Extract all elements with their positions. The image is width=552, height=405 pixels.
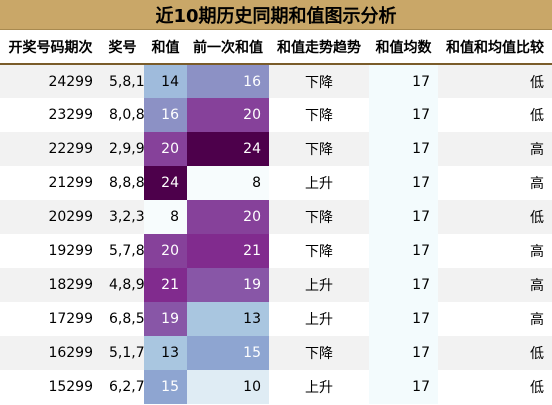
cell-compare: 低 xyxy=(438,370,552,404)
table-row: 15299 6,2,7 15 10 上升 17 低 xyxy=(0,370,552,404)
cell-nums: 4,8,9 xyxy=(101,268,145,302)
cell-nums: 5,8,1 xyxy=(101,64,145,98)
cell-avg: 17 xyxy=(369,370,438,404)
table-row: 23299 8,0,8 16 20 下降 17 低 xyxy=(0,98,552,132)
cell-prev-sum: 8 xyxy=(187,166,269,200)
cell-compare: 低 xyxy=(438,200,552,234)
cell-period: 19299 xyxy=(0,234,101,268)
cell-compare: 低 xyxy=(438,336,552,370)
cell-nums: 6,8,5 xyxy=(101,302,145,336)
cell-sum: 19 xyxy=(144,302,187,336)
cell-nums: 8,0,8 xyxy=(101,98,145,132)
cell-avg: 17 xyxy=(369,268,438,302)
header-trend: 和值走势趋势 xyxy=(269,30,369,65)
cell-nums: 3,2,3 xyxy=(101,200,145,234)
cell-sum: 21 xyxy=(144,268,187,302)
cell-compare: 高 xyxy=(438,234,552,268)
cell-sum: 15 xyxy=(144,370,187,404)
cell-trend: 上升 xyxy=(269,370,369,404)
cell-trend: 下降 xyxy=(269,336,369,370)
cell-prev-sum: 24 xyxy=(187,132,269,166)
cell-sum: 20 xyxy=(144,234,187,268)
cell-sum: 8 xyxy=(144,200,187,234)
table-row: 18299 4,8,9 21 19 上升 17 高 xyxy=(0,268,552,302)
header-sum: 和值 xyxy=(144,30,187,65)
cell-avg: 17 xyxy=(369,166,438,200)
cell-avg: 17 xyxy=(369,132,438,166)
cell-prev-sum: 20 xyxy=(187,98,269,132)
header-compare: 和值和均值比较 xyxy=(438,30,552,65)
cell-trend: 上升 xyxy=(269,166,369,200)
cell-nums: 5,1,7 xyxy=(101,336,145,370)
cell-sum: 20 xyxy=(144,132,187,166)
cell-trend: 下降 xyxy=(269,200,369,234)
cell-nums: 8,8,8 xyxy=(101,166,145,200)
cell-period: 24299 xyxy=(0,64,101,98)
table-row: 22299 2,9,9 20 24 下降 17 高 xyxy=(0,132,552,166)
cell-avg: 17 xyxy=(369,302,438,336)
header-prev-sum: 前一次和值 xyxy=(187,30,269,65)
cell-trend: 下降 xyxy=(269,234,369,268)
cell-compare: 高 xyxy=(438,132,552,166)
cell-sum: 13 xyxy=(144,336,187,370)
cell-prev-sum: 20 xyxy=(187,200,269,234)
cell-trend: 下降 xyxy=(269,98,369,132)
table-row: 19299 5,7,8 20 21 下降 17 高 xyxy=(0,234,552,268)
table-row: 17299 6,8,5 19 13 上升 17 高 xyxy=(0,302,552,336)
cell-compare: 高 xyxy=(438,166,552,200)
table-row: 16299 5,1,7 13 15 下降 17 低 xyxy=(0,336,552,370)
page-title: 近10期历史同期和值图示分析 xyxy=(0,0,552,30)
cell-compare: 低 xyxy=(438,98,552,132)
header-row: 开奖号码期次 奖号 和值 前一次和值 和值走势趋势 和值均数 和值和均值比较 xyxy=(0,30,552,65)
cell-period: 16299 xyxy=(0,336,101,370)
cell-prev-sum: 10 xyxy=(187,370,269,404)
cell-sum: 16 xyxy=(144,98,187,132)
cell-prev-sum: 19 xyxy=(187,268,269,302)
cell-compare: 高 xyxy=(438,268,552,302)
cell-avg: 17 xyxy=(369,64,438,98)
cell-period: 22299 xyxy=(0,132,101,166)
cell-prev-sum: 13 xyxy=(187,302,269,336)
cell-avg: 17 xyxy=(369,234,438,268)
cell-period: 21299 xyxy=(0,166,101,200)
cell-avg: 17 xyxy=(369,336,438,370)
cell-period: 15299 xyxy=(0,370,101,404)
cell-prev-sum: 15 xyxy=(187,336,269,370)
cell-compare: 低 xyxy=(438,64,552,98)
cell-prev-sum: 16 xyxy=(187,64,269,98)
cell-period: 20299 xyxy=(0,200,101,234)
history-table: 开奖号码期次 奖号 和值 前一次和值 和值走势趋势 和值均数 和值和均值比较 2… xyxy=(0,30,552,404)
cell-trend: 上升 xyxy=(269,268,369,302)
cell-prev-sum: 21 xyxy=(187,234,269,268)
cell-avg: 17 xyxy=(369,200,438,234)
cell-nums: 5,7,8 xyxy=(101,234,145,268)
cell-trend: 上升 xyxy=(269,302,369,336)
cell-period: 17299 xyxy=(0,302,101,336)
cell-nums: 6,2,7 xyxy=(101,370,145,404)
header-avg: 和值均数 xyxy=(369,30,438,65)
table-row: 24299 5,8,1 14 16 下降 17 低 xyxy=(0,64,552,98)
cell-period: 18299 xyxy=(0,268,101,302)
cell-trend: 下降 xyxy=(269,132,369,166)
cell-period: 23299 xyxy=(0,98,101,132)
cell-sum: 24 xyxy=(144,166,187,200)
cell-nums: 2,9,9 xyxy=(101,132,145,166)
header-nums: 奖号 xyxy=(101,30,144,65)
cell-trend: 下降 xyxy=(269,64,369,98)
header-period: 开奖号码期次 xyxy=(0,30,101,65)
cell-sum: 14 xyxy=(144,64,187,98)
cell-avg: 17 xyxy=(369,98,438,132)
table-row: 20299 3,2,3 8 20 下降 17 低 xyxy=(0,200,552,234)
table-row: 21299 8,8,8 24 8 上升 17 高 xyxy=(0,166,552,200)
cell-compare: 高 xyxy=(438,302,552,336)
